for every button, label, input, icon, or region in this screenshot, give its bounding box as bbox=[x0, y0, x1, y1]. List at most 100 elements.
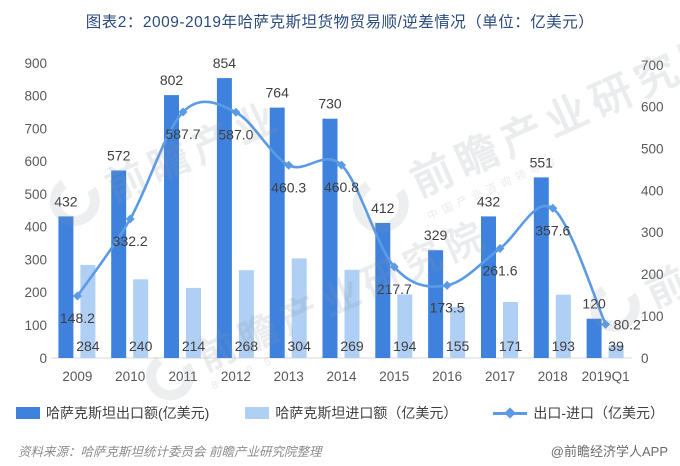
export-value-label: 329 bbox=[424, 227, 448, 243]
import-bar bbox=[186, 287, 201, 358]
y-axis-left-tick-label: 900 bbox=[24, 56, 47, 71]
import-bar bbox=[608, 345, 624, 358]
x-axis-label: 2015 bbox=[379, 369, 409, 384]
y-axis-right-tick-label: 400 bbox=[641, 183, 664, 198]
legend: 哈萨克斯坦出口额(亿美元) 哈萨克斯坦进口额（亿美元） 出口-进口（亿美元） bbox=[0, 403, 680, 423]
legend-label-import: 哈萨克斯坦进口额（亿美元） bbox=[275, 405, 458, 421]
export-value-label: 432 bbox=[477, 193, 501, 209]
line-value-label: 357.6 bbox=[535, 222, 570, 238]
y-axis-right-tick-label: 100 bbox=[641, 309, 664, 324]
y-axis-left-tick-label: 400 bbox=[24, 220, 47, 235]
balance-line-swatch bbox=[493, 407, 528, 419]
export-bar bbox=[58, 216, 74, 358]
export-bar bbox=[481, 216, 496, 358]
line-value-label: 173.5 bbox=[430, 299, 465, 315]
x-axis-label: 2012 bbox=[221, 369, 251, 384]
legend-item-import: 哈萨克斯坦进口额（亿美元） bbox=[245, 403, 457, 423]
import-value-label: 155 bbox=[446, 338, 470, 354]
x-axis-label: 2010 bbox=[115, 369, 145, 384]
x-axis-label: 2018 bbox=[538, 369, 568, 384]
y-axis-left-tick-label: 100 bbox=[24, 318, 47, 333]
export-value-label: 551 bbox=[530, 154, 554, 170]
import-value-label: 193 bbox=[552, 338, 576, 354]
line-value-label: 587.0 bbox=[218, 126, 253, 142]
line-value-label: 332.2 bbox=[113, 233, 148, 249]
line-marker bbox=[389, 262, 399, 272]
x-axis-label: 2014 bbox=[326, 369, 357, 384]
y-axis-left-tick-label: 500 bbox=[24, 187, 47, 202]
x-axis-label: 2017 bbox=[485, 369, 515, 384]
line-marker bbox=[125, 214, 135, 224]
export-value-label: 802 bbox=[160, 72, 184, 88]
line-value-label: 460.8 bbox=[324, 179, 359, 195]
export-bar bbox=[322, 118, 338, 358]
x-axis-label: 2013 bbox=[274, 369, 304, 384]
export-bar bbox=[111, 170, 127, 358]
line-marker bbox=[548, 203, 558, 213]
y-axis-right-tick-label: 0 bbox=[641, 351, 649, 366]
export-bar bbox=[586, 318, 602, 358]
import-bar bbox=[133, 279, 149, 358]
line-marker bbox=[72, 291, 82, 301]
import-value-label: 194 bbox=[393, 338, 417, 354]
y-axis-left-tick-label: 700 bbox=[24, 121, 47, 136]
line-value-label: 261.6 bbox=[482, 263, 517, 279]
line-marker bbox=[442, 280, 452, 290]
import-value-label: 284 bbox=[76, 338, 100, 354]
source-note: 资料来源：哈萨克斯坦统计委员会 前瞻产业研究院整理 bbox=[18, 445, 322, 459]
chart-title: 图表2：2009-2019年哈萨克斯坦货物贸易顺/逆差情况（单位：亿美元） bbox=[85, 14, 595, 31]
y-axis-right-tick-label: 300 bbox=[641, 225, 664, 240]
credit-note: @前瞻经济学人APP bbox=[550, 444, 668, 459]
import-bar bbox=[344, 269, 360, 358]
legend-label-balance: 出口-进口（亿美元） bbox=[533, 405, 664, 421]
export-value-label: 432 bbox=[54, 193, 78, 209]
import-value-label: 268 bbox=[235, 338, 259, 354]
import-bar bbox=[450, 307, 466, 358]
export-bar bbox=[533, 177, 549, 358]
line-marker bbox=[337, 160, 346, 170]
y-axis-right-tick-label: 700 bbox=[641, 58, 664, 73]
export-value-label: 412 bbox=[371, 200, 395, 216]
legend-label-export: 哈萨克斯坦出口额(亿美元) bbox=[46, 405, 210, 421]
x-axis-label: 2016 bbox=[432, 369, 462, 384]
import-value-label: 269 bbox=[340, 338, 364, 354]
export-bar bbox=[164, 95, 179, 358]
export-bar bbox=[428, 250, 444, 358]
import-value-label: 304 bbox=[288, 338, 312, 354]
y-axis-left-tick-label: 600 bbox=[24, 154, 47, 169]
import-bar bbox=[291, 258, 307, 358]
line-value-label: 460.3 bbox=[271, 179, 306, 195]
line-marker bbox=[601, 319, 611, 329]
export-value-label: 854 bbox=[213, 55, 237, 71]
line-marker bbox=[178, 107, 188, 117]
line-value-label: 80.2 bbox=[614, 316, 641, 332]
export-value-label: 764 bbox=[266, 85, 290, 101]
export-bar bbox=[216, 78, 232, 358]
import-series-swatch bbox=[245, 407, 270, 419]
trade-balance-line bbox=[76, 100, 607, 325]
x-axis-label: 2009 bbox=[62, 369, 92, 384]
export-value-label: 120 bbox=[582, 296, 606, 312]
x-axis-label: 2019Q1 bbox=[582, 369, 630, 384]
line-value-label: 148.2 bbox=[60, 310, 95, 326]
line-marker bbox=[284, 160, 294, 170]
y-axis-left-tick-label: 200 bbox=[24, 285, 47, 300]
line-value-label: 587.7 bbox=[165, 126, 200, 142]
y-axis-right-tick-label: 600 bbox=[641, 100, 664, 115]
import-value-label: 240 bbox=[129, 338, 153, 354]
y-axis-right-tick-label: 500 bbox=[641, 142, 664, 157]
import-bar bbox=[555, 294, 571, 358]
export-value-label: 572 bbox=[107, 148, 131, 164]
import-bar bbox=[397, 294, 413, 358]
y-axis-left-tick-label: 300 bbox=[24, 253, 47, 268]
y-axis-left-tick-label: 0 bbox=[39, 351, 47, 366]
import-value-label: 171 bbox=[499, 338, 523, 354]
line-marker bbox=[231, 107, 241, 117]
legend-item-export: 哈萨克斯坦出口额(亿美元) bbox=[16, 403, 209, 423]
import-value-label: 214 bbox=[182, 338, 206, 354]
line-value-label: 217.7 bbox=[377, 281, 412, 297]
export-value-label: 730 bbox=[318, 96, 342, 112]
export-bar bbox=[269, 107, 285, 358]
